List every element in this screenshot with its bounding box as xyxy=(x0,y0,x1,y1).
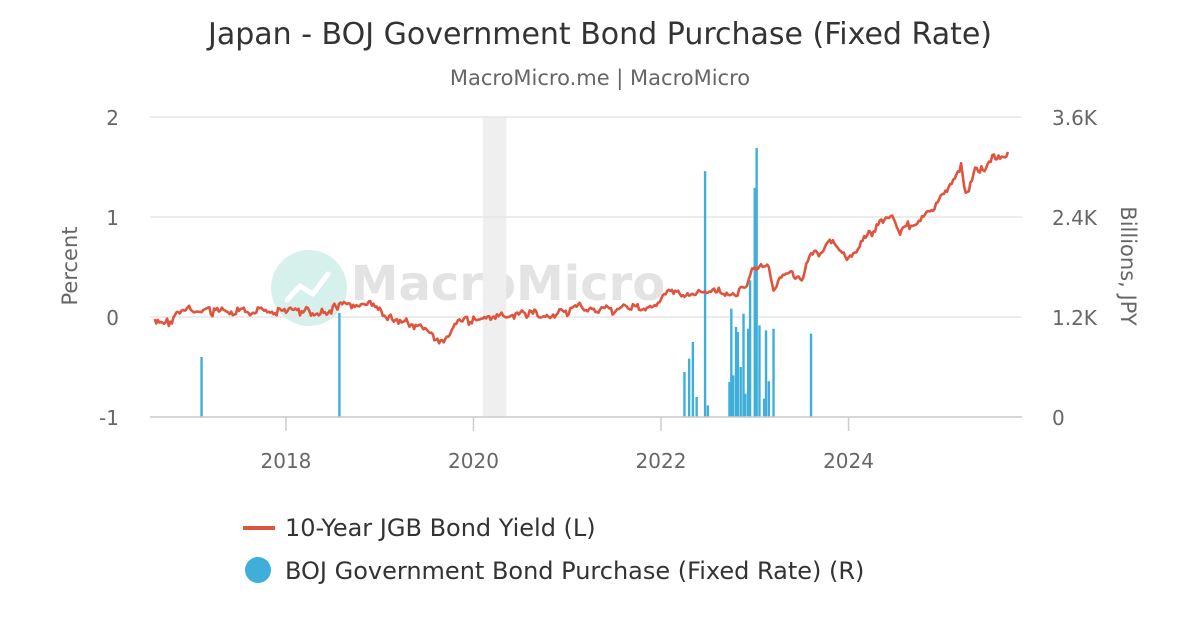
x-tick-label: 2022 xyxy=(636,449,687,473)
purchase-bar xyxy=(730,308,733,417)
x-tick-label: 2020 xyxy=(448,449,499,473)
shaded-region-layer xyxy=(482,117,507,417)
purchase-bar xyxy=(200,357,203,417)
purchase-bar xyxy=(687,358,691,417)
purchase-bar xyxy=(758,325,761,417)
purchase-bar xyxy=(695,397,698,417)
chart-subtitle: MacroMicro.me | MacroMicro xyxy=(450,66,750,91)
y-right-tick-label: 3.6K xyxy=(1052,106,1098,130)
axes: 2 1 0 -1 3.6K 2.4K 1.2K 0 2018 2020 2022 2024 xyxy=(99,106,1098,473)
purchase-bar xyxy=(706,405,710,417)
legend-item-purchase[interactable]: BOJ Government Bond Purchase (Fixed Rate… xyxy=(245,557,864,585)
purchase-bar xyxy=(691,342,695,417)
purchase-bar xyxy=(748,280,752,417)
purchase-bar xyxy=(772,328,775,417)
legend-dot-swatch xyxy=(245,557,271,583)
purchase-bar xyxy=(762,398,766,417)
recession-shading xyxy=(482,117,507,417)
purchase-bar xyxy=(767,381,771,417)
legend-label-purchase: BOJ Government Bond Purchase (Fixed Rate… xyxy=(285,557,864,585)
purchase-bar xyxy=(739,367,742,417)
purchase-bar xyxy=(747,328,750,417)
purchase-bar xyxy=(736,332,740,417)
purchase-bar xyxy=(764,330,768,417)
legend-line-swatch xyxy=(243,526,275,530)
legend-item-yield[interactable]: 10-Year JGB Bond Yield (L) xyxy=(243,514,596,542)
legend: 10-Year JGB Bond Yield (L) BOJ Governmen… xyxy=(243,514,864,585)
purchase-bar xyxy=(338,312,341,417)
purchase-bar xyxy=(703,171,707,417)
y-axis-right-label: Billions, JPY xyxy=(1116,206,1140,326)
watermark-text: MacroMicro xyxy=(351,256,666,312)
purchase-bar xyxy=(732,375,735,417)
y-right-tick-label: 2.4K xyxy=(1052,206,1098,230)
purchase-bar xyxy=(753,187,756,417)
purchase-bar xyxy=(809,333,813,417)
purchase-bar xyxy=(742,313,745,417)
purchase-bar xyxy=(755,147,758,418)
y-left-tick-label: 2 xyxy=(106,106,119,130)
bar-series-layer xyxy=(200,147,813,418)
legend-label-yield: 10-Year JGB Bond Yield (L) xyxy=(285,514,596,542)
y-right-tick-label: 0 xyxy=(1052,406,1065,430)
purchase-bar xyxy=(728,382,731,417)
y-left-tick-label: 0 xyxy=(106,306,119,330)
y-axis-left-label: Percent xyxy=(58,226,82,305)
yield-line xyxy=(153,151,1010,345)
y-right-tick-label: 1.2K xyxy=(1052,306,1098,330)
chart-title: Japan - BOJ Government Bond Purchase (Fi… xyxy=(206,17,992,52)
y-left-tick-label: 1 xyxy=(106,206,119,230)
watermark-logo xyxy=(271,250,347,326)
line-series-layer xyxy=(153,151,1010,345)
x-tick-label: 2018 xyxy=(261,449,312,473)
y-left-tick-label: -1 xyxy=(99,406,119,430)
purchase-bar xyxy=(734,327,738,417)
x-tick-label: 2024 xyxy=(823,449,874,473)
purchase-bar xyxy=(683,372,686,417)
purchase-bar xyxy=(744,393,747,417)
